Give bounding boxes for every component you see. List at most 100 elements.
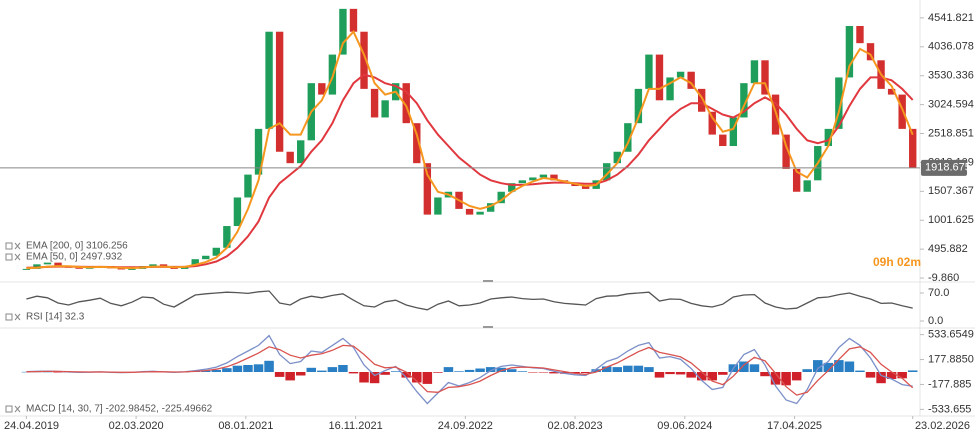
- candle: [687, 71, 695, 89]
- y-tick-label: -177.885: [928, 378, 971, 390]
- last-price-label: 1918.675: [925, 162, 971, 174]
- histogram-bar: [791, 372, 802, 381]
- candle: [719, 134, 727, 147]
- histogram-bar: [401, 372, 411, 378]
- x-tick-label: 17.04.2025: [767, 420, 822, 432]
- candle: [708, 111, 716, 135]
- candle: [909, 128, 917, 168]
- candle: [581, 186, 590, 189]
- histogram-bar: [855, 370, 865, 372]
- candle: [845, 26, 854, 78]
- candle: [75, 267, 83, 269]
- histogram-bar: [781, 372, 791, 386]
- candle: [624, 123, 632, 152]
- histogram-bar: [834, 360, 844, 372]
- candle: [866, 43, 875, 61]
- legend-close-icon: [14, 242, 21, 250]
- y-tick-label: -533.655: [928, 403, 971, 415]
- legend-menu-icon: [5, 242, 13, 250]
- histogram-bar: [844, 361, 855, 372]
- y-tick-label: 3530.336: [928, 70, 974, 82]
- candle: [233, 197, 242, 227]
- candle: [486, 203, 495, 212]
- candle: [128, 268, 136, 270]
- candle: [729, 117, 738, 147]
- candle: [476, 211, 484, 215]
- candle: [149, 264, 157, 267]
- candle: [740, 83, 748, 118]
- candle: [550, 174, 558, 181]
- histogram-bar: [348, 372, 359, 374]
- y-tick-label: 533.6549: [928, 329, 974, 341]
- candle: [244, 174, 252, 198]
- histogram-bar: [654, 372, 665, 378]
- candle: [339, 8, 347, 55]
- y-tick-label: 3024.594: [928, 99, 974, 111]
- y-tick-label: 4036.078: [928, 41, 974, 53]
- candle: [265, 31, 273, 129]
- histogram-bar: [549, 372, 559, 374]
- histogram-bar: [21, 371, 32, 373]
- histogram-bar: [359, 372, 369, 383]
- series-line: [26, 344, 914, 396]
- legend-close-icon: [14, 405, 21, 413]
- candle: [803, 180, 811, 192]
- candle: [898, 94, 906, 129]
- histogram-bar: [686, 372, 696, 378]
- histogram-bar: [232, 365, 243, 372]
- candle: [22, 268, 31, 270]
- histogram-bar: [211, 369, 222, 372]
- histogram-bar: [760, 372, 770, 377]
- panel-handle[interactable]: [483, 326, 493, 328]
- x-tick-label: 02.08.2023: [548, 420, 603, 432]
- histogram-bar: [538, 372, 549, 373]
- histogram-bar: [412, 372, 422, 383]
- y-tick-label: 1507.367: [928, 185, 974, 197]
- candle: [782, 134, 790, 169]
- legend-menu-icon: [5, 253, 13, 261]
- x-tick-label: 02.03.2020: [109, 420, 164, 432]
- histogram-bar: [665, 372, 675, 375]
- histogram-bar: [422, 372, 433, 384]
- candle: [43, 262, 52, 265]
- candle: [676, 71, 685, 78]
- candle: [508, 183, 516, 192]
- candle: [835, 77, 843, 129]
- histogram-bar: [517, 371, 528, 372]
- histogram-bar: [264, 360, 274, 372]
- legend-menu-icon: [5, 405, 13, 413]
- histogram-bar: [496, 367, 506, 372]
- candle: [613, 151, 621, 164]
- histogram-bar: [53, 372, 63, 373]
- histogram-bar: [485, 367, 496, 372]
- histogram-bar: [306, 367, 317, 372]
- candle: [286, 151, 294, 164]
- x-tick-label: 16.11.2021: [328, 420, 382, 432]
- candle: [275, 31, 284, 152]
- legend-label: EMA [200, 0] 3106.256: [26, 241, 128, 252]
- y-tick-label: 4541.821: [928, 12, 974, 24]
- countdown: 09h 02m: [873, 255, 921, 269]
- histogram-bar: [570, 372, 580, 374]
- candle: [254, 128, 263, 175]
- histogram-bar: [813, 360, 823, 372]
- candle: [497, 191, 505, 204]
- candle: [117, 268, 126, 270]
- candle: [85, 267, 94, 269]
- histogram-bar: [201, 370, 211, 372]
- candle: [212, 247, 221, 256]
- candle: [465, 208, 474, 215]
- x-tick-label: 08.01.2021: [218, 420, 273, 432]
- x-tick-label: 23.02.2026: [915, 420, 970, 432]
- histogram-bar: [675, 372, 686, 375]
- y-tick-label: 0.0: [928, 315, 943, 327]
- legend-close-icon: [14, 313, 21, 321]
- panel-handle[interactable]: [483, 280, 493, 282]
- histogram-bar: [317, 370, 327, 372]
- histogram-bar: [464, 369, 475, 372]
- candle: [824, 128, 833, 147]
- histogram-bar: [770, 372, 781, 385]
- histogram-bar: [274, 372, 285, 377]
